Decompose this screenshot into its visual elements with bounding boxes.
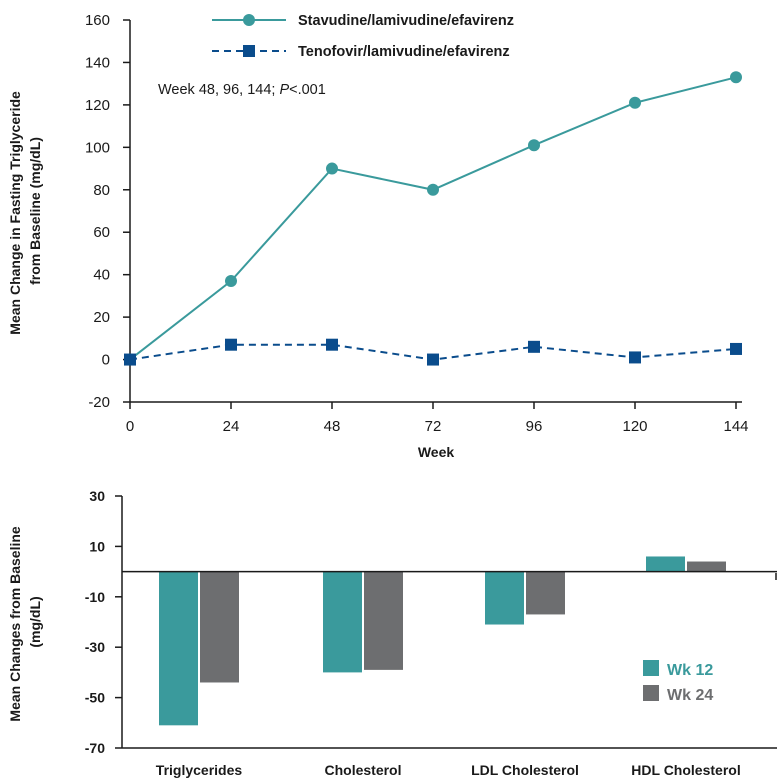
bar-chart-category-label: LDL Cholesterol <box>471 762 579 778</box>
bar-chart-category-label: Triglycerides <box>156 762 243 778</box>
line-chart-x-tick-label: 96 <box>526 418 543 435</box>
annotation-suffix: <.001 <box>289 82 326 98</box>
bar-chart-y-tick-label: -30 <box>85 639 105 655</box>
data-point-tenofovir <box>427 353 439 366</box>
legend-marker-tenofovir <box>243 45 255 57</box>
data-point-stavudine <box>427 183 439 196</box>
line-chart: -20 0 20 40 60 80 100 120 140 160 0 24 48 72 96 120 144… <box>7 12 749 460</box>
line-chart-x-tick-label: 48 <box>324 418 341 435</box>
annotation-p: P <box>279 82 289 98</box>
bar-chart-y-axis-title: Mean Changes from Baseline (mg/dL) <box>7 522 43 721</box>
legend-swatch-wk12 <box>643 660 659 676</box>
line-chart-x-tick-label: 72 <box>425 418 442 435</box>
legend-label-stavudine: Stavudine/lamivudine/efavirenz <box>298 13 514 29</box>
bar-chart-category-label: HDL Cholesterol <box>631 762 740 778</box>
line-chart-y-tick-label: 40 <box>93 267 110 284</box>
bar-ldl-cholesterol-wk-24 <box>526 571 565 615</box>
line-chart-y-tick-label: -20 <box>88 394 110 411</box>
bar-cholesterol-wk-24 <box>364 571 403 670</box>
line-chart-y-axis-title: Mean Change in Fasting Triglyceride from… <box>7 87 43 334</box>
bar-chart-y-tick-label: 30 <box>89 488 105 504</box>
line-chart-y-tick-label: 120 <box>85 97 110 114</box>
bar-chart-y-tick-label: -70 <box>85 740 105 756</box>
legend-swatch-wk24 <box>643 685 659 701</box>
bar-triglycerides-wk-24 <box>200 571 239 683</box>
line-chart-y-tick-label: 20 <box>93 309 110 326</box>
bar-chart-category-label: Cholesterol <box>324 762 401 778</box>
bar-chart-y-axis-title-line-1: Mean Changes from Baseline <box>7 526 23 721</box>
line-chart-y-tick-label: 80 <box>93 182 110 199</box>
data-point-tenofovir <box>124 353 136 366</box>
line-chart-y-tick-label: 140 <box>85 54 110 71</box>
line-chart-y-tick-label: 160 <box>85 12 110 29</box>
line-chart-x-tick-label: 24 <box>223 418 240 435</box>
bar-chart-y-axis-title-line-2: (mg/dL) <box>27 596 43 647</box>
bar-triglycerides-wk-12 <box>159 571 198 726</box>
data-point-stavudine <box>225 275 237 288</box>
line-chart-x-tick-label: 0 <box>126 418 134 435</box>
data-point-tenofovir <box>326 338 338 351</box>
line-chart-series <box>124 71 742 366</box>
significance-annotation: Week 48, 96, 144; P<.001 <box>158 82 326 98</box>
data-point-tenofovir <box>629 351 641 364</box>
data-point-stavudine <box>629 96 641 109</box>
line-chart-y-ticks: -20 0 20 40 60 80 100 120 140 160 <box>85 12 130 411</box>
series-line-stavudine <box>129 76 737 361</box>
bar-chart-y-tick-label: -50 <box>85 690 105 706</box>
line-chart-x-ticks: 0 24 48 72 96 120 144 <box>126 402 749 435</box>
data-point-tenofovir <box>528 340 540 353</box>
bar-cholesterol-wk-12 <box>323 571 362 673</box>
data-point-stavudine <box>528 139 540 152</box>
line-chart-y-axis-title-line-1: Mean Change in Fasting Triglyceride <box>7 91 23 335</box>
bar-chart: 30 10 -10 -30 -50 -70 Triglycerides Cholestero… <box>7 488 777 778</box>
bar-chart-y-tick-label: 10 <box>89 538 105 554</box>
annotation-prefix: Week 48, 96, 144; <box>158 82 279 98</box>
legend-label-wk24: Wk 24 <box>667 687 713 704</box>
data-point-tenofovir <box>730 342 742 355</box>
line-chart-y-axis-title-line-2: from Baseline (mg/dL) <box>27 137 43 285</box>
data-point-tenofovir <box>225 338 237 351</box>
legend-label-wk12: Wk 12 <box>667 662 713 679</box>
legend-label-tenofovir: Tenofovir/lamivudine/efavirenz <box>298 44 510 60</box>
bar-chart-y-tick-label: -10 <box>85 589 105 605</box>
bar-chart-y-ticks: 30 10 -10 -30 -50 -70 <box>85 488 122 756</box>
line-chart-x-tick-label: 120 <box>622 418 647 435</box>
data-point-stavudine <box>326 162 338 175</box>
line-chart-y-tick-label: 100 <box>85 139 110 156</box>
data-point-stavudine <box>730 71 742 84</box>
line-chart-y-tick-label: 60 <box>93 224 110 241</box>
bar-chart-legend: Wk 12 Wk 24 <box>643 660 713 704</box>
bar-chart-bars <box>159 556 726 726</box>
line-chart-axes <box>129 20 742 403</box>
bar-ldl-cholesterol-wk-12 <box>485 571 524 625</box>
line-chart-legend: Stavudine/lamivudine/efavirenz Tenofovir… <box>212 13 514 60</box>
bar-hdl-cholesterol-wk-24 <box>687 561 726 572</box>
line-chart-x-tick-label: 144 <box>723 418 748 435</box>
bar-chart-category-labels: Triglycerides Cholesterol LDL Cholesterol H… <box>156 762 741 778</box>
bar-hdl-cholesterol-wk-12 <box>646 556 685 572</box>
line-chart-y-tick-label: 0 <box>102 352 110 369</box>
legend-marker-stavudine <box>243 14 255 26</box>
line-chart-x-axis-title: Week <box>418 444 455 460</box>
